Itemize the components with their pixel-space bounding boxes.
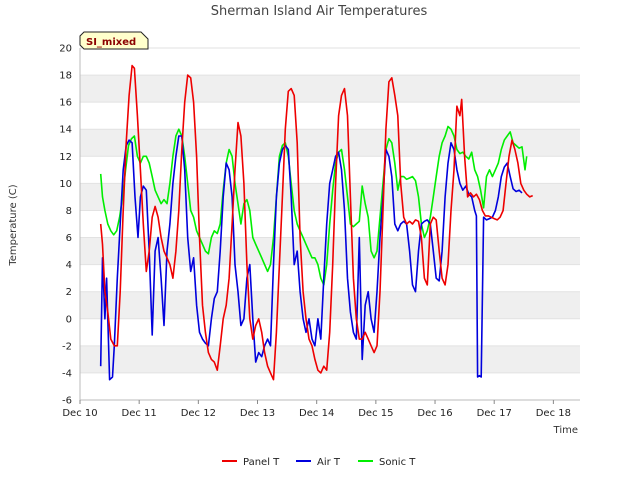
x-tick-label: Dec 14 — [299, 408, 334, 419]
series-line-sonic-t — [99, 125, 528, 286]
legend-label-panel-t: Panel T — [243, 457, 280, 468]
chart-title: Sherman Island Air Temperatures — [211, 4, 428, 19]
y-tick-label: -4 — [62, 368, 72, 379]
x-tick-label: Dec 11 — [122, 408, 157, 419]
y-tick-label: 20 — [59, 44, 72, 55]
x-tick-label: Dec 15 — [358, 408, 393, 419]
legend-label-sonic-t: Sonic T — [379, 457, 416, 468]
legend: Panel T Air T Sonic T — [222, 457, 416, 468]
x-tick-label: Dec 10 — [62, 408, 97, 419]
x-tick-label: Dec 17 — [477, 408, 512, 419]
x-tick-label: Dec 18 — [536, 408, 571, 419]
x-ticks: Dec 10 Dec 11 Dec 12 Dec 13 Dec 14 Dec 15 Dec … — [62, 400, 571, 419]
mixed-badge: SI_mixed — [79, 31, 149, 50]
y-tick-label: 14 — [59, 125, 72, 136]
badge-box — [79, 31, 149, 50]
y-tick-label: 4 — [66, 260, 72, 271]
y-ticks: -6 -4 -2 0 2 4 6 8 10 12 14 16 18 20 — [59, 44, 72, 407]
series-line-air-t — [99, 135, 523, 381]
y-tick-label: 0 — [66, 314, 72, 325]
y-tick-label: -6 — [62, 396, 72, 407]
series-line-panel-t — [99, 64, 534, 381]
y-axis-label: Temperature (C) — [8, 184, 19, 266]
legend-label-air-t: Air T — [317, 457, 341, 468]
y-tick-label: 6 — [66, 233, 72, 244]
y-tick-label: 18 — [59, 71, 72, 82]
y-tick-label: -2 — [62, 341, 72, 352]
badge-label: SI_mixed — [86, 37, 136, 48]
grid-band — [80, 75, 580, 103]
axes — [79, 48, 580, 401]
series-layer — [99, 64, 534, 381]
y-tick-label: 12 — [59, 152, 72, 163]
x-tick-label: Dec 16 — [417, 408, 452, 419]
x-tick-label: Dec 12 — [181, 408, 216, 419]
grid-band — [80, 129, 580, 157]
x-tick-label: Dec 13 — [240, 408, 275, 419]
y-tick-label: 16 — [59, 98, 72, 109]
y-tick-label: 10 — [59, 179, 72, 190]
y-tick-label: 8 — [66, 206, 72, 217]
x-axis-label: Time — [553, 425, 578, 436]
grid-band — [80, 345, 580, 373]
y-tick-label: 2 — [66, 287, 72, 298]
